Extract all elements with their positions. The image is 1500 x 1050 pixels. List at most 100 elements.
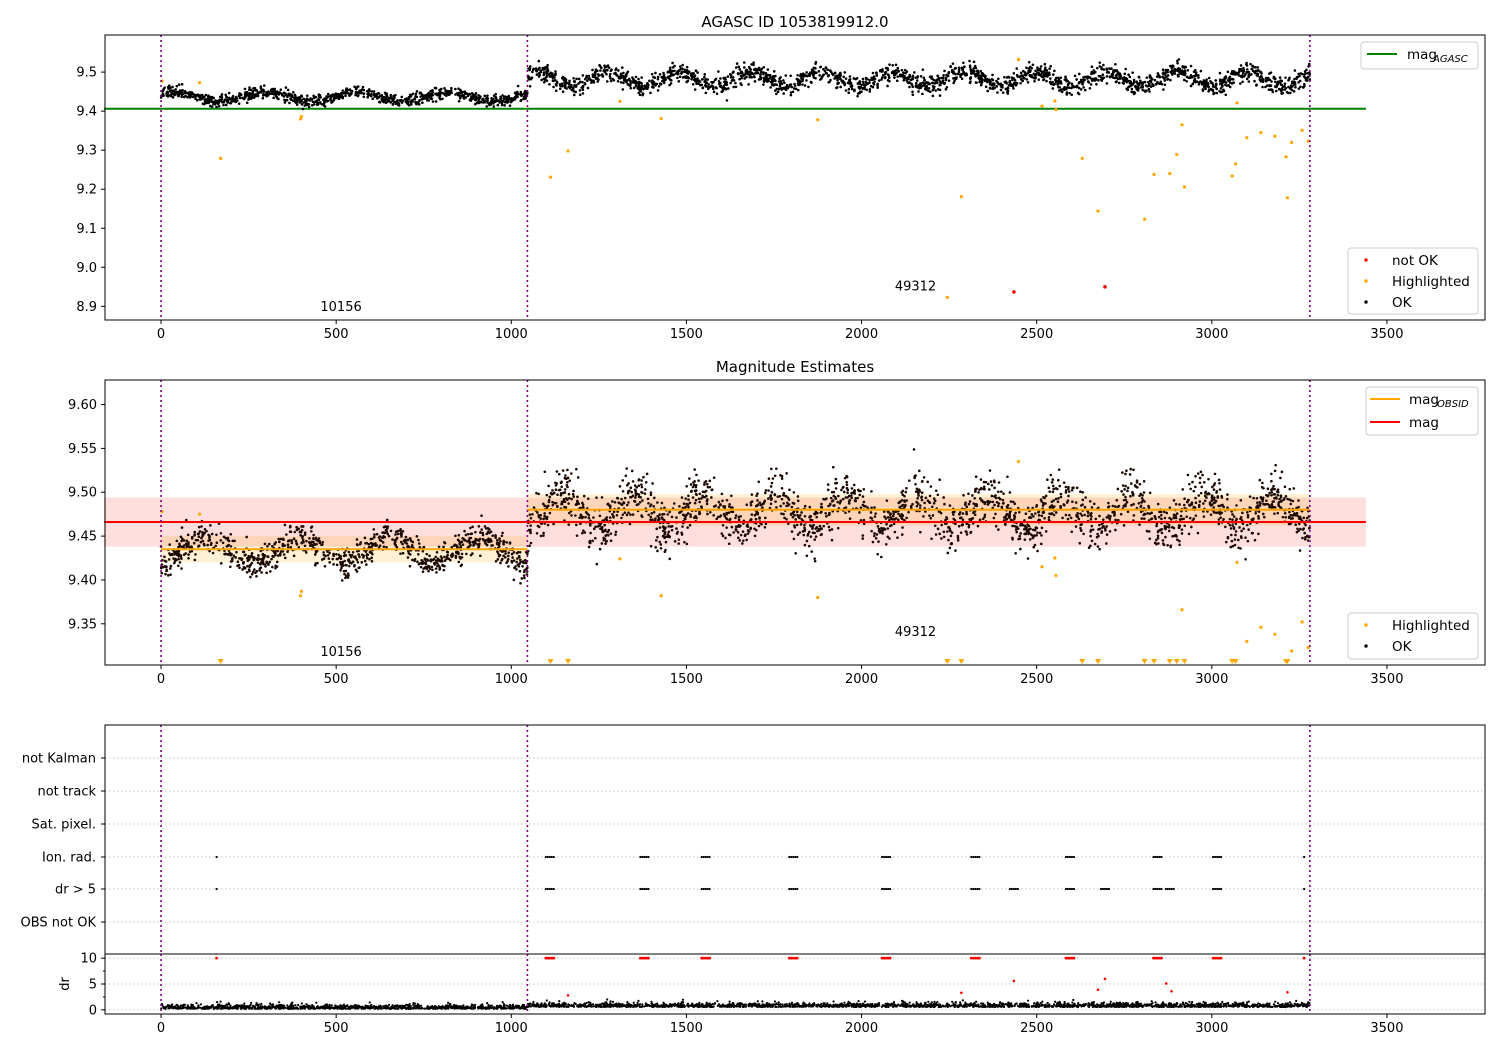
ok-point	[1264, 85, 1267, 89]
ok-point	[1226, 70, 1230, 74]
ok-point	[1033, 79, 1036, 83]
ok-point	[429, 92, 433, 96]
ok-point	[1254, 84, 1258, 87]
ok-point	[792, 537, 796, 541]
ok-point	[417, 538, 420, 542]
ok-point	[947, 70, 951, 74]
ok-point	[897, 70, 900, 73]
ok-point	[575, 523, 578, 527]
ok-point	[1204, 87, 1207, 90]
ok-point	[800, 518, 804, 521]
ok-point	[227, 91, 231, 95]
ok-point	[338, 93, 342, 96]
ok-point	[531, 70, 534, 74]
ok-point	[469, 526, 472, 530]
ok-point	[686, 70, 689, 74]
ok-point	[631, 76, 634, 79]
ok-point	[461, 93, 464, 97]
ok-point	[862, 86, 866, 90]
ok-point	[735, 62, 739, 65]
ok-point	[694, 498, 698, 502]
ok-point	[923, 79, 926, 82]
ok-point	[180, 557, 183, 560]
ok-point	[474, 92, 478, 95]
ok-point	[828, 528, 832, 532]
ok-point	[197, 535, 201, 539]
ok-point	[992, 516, 996, 520]
highlighted-point	[548, 175, 553, 179]
ok-point	[658, 526, 662, 529]
ok-point	[190, 535, 194, 539]
highlighted-point	[1245, 136, 1249, 140]
ok-point	[181, 545, 184, 549]
ok-point	[1009, 500, 1013, 503]
ok-point	[361, 85, 365, 89]
ok-point	[670, 528, 674, 532]
ok-point	[625, 503, 629, 507]
ok-point	[1082, 86, 1085, 89]
ok-point	[572, 76, 575, 80]
ok-point	[928, 514, 931, 517]
ok-point	[914, 81, 918, 85]
ok-point	[688, 477, 691, 480]
ok-point	[323, 97, 327, 101]
ok-point	[262, 555, 266, 559]
ok-point	[707, 83, 711, 86]
ok-point	[1049, 64, 1052, 68]
ok-point	[775, 506, 778, 509]
ok-point	[974, 66, 978, 70]
ok-point	[651, 85, 654, 89]
ok-point	[508, 542, 512, 545]
ok-point	[572, 495, 576, 498]
ok-point	[1019, 71, 1023, 75]
ok-point	[1003, 75, 1006, 79]
ok-point	[904, 490, 908, 494]
ok-point	[687, 494, 690, 498]
ok-point	[1124, 504, 1127, 508]
ok-point	[350, 553, 354, 557]
ok-point	[996, 91, 999, 94]
ok-point	[347, 564, 351, 568]
ok-point	[986, 89, 989, 93]
ok-point	[495, 99, 499, 103]
ok-point	[1079, 529, 1083, 532]
ok-point	[997, 77, 1000, 81]
ok-point	[1278, 76, 1282, 79]
highlighted-point	[566, 149, 570, 153]
ok-point	[1119, 512, 1123, 516]
ok-point	[1280, 92, 1283, 95]
highlighted-point	[1040, 104, 1044, 108]
ok-point	[201, 539, 205, 543]
ok-point	[678, 65, 682, 68]
ok-point	[260, 88, 263, 92]
ok-point	[833, 71, 837, 75]
ok-point	[660, 75, 664, 79]
ok-point	[1175, 512, 1179, 515]
ok-point	[423, 558, 427, 561]
ok-point	[687, 498, 690, 502]
ok-point	[711, 87, 715, 91]
ok-point	[1059, 492, 1063, 496]
ok-point	[1293, 77, 1296, 81]
ok-point	[1280, 79, 1284, 83]
ok-point	[1073, 74, 1077, 78]
ok-point	[167, 87, 170, 90]
ok-point	[424, 94, 428, 98]
ok-point	[1222, 80, 1226, 84]
ok-point	[269, 570, 272, 573]
ok-point	[216, 100, 220, 104]
ok-point	[481, 533, 485, 537]
ok-point	[400, 534, 403, 537]
ok-point	[344, 90, 348, 93]
ok-point	[751, 72, 755, 76]
ok-point	[507, 565, 510, 568]
highlighted-point	[1180, 123, 1184, 127]
y-tick-label: 9.1	[76, 222, 97, 237]
highlighted-point	[1182, 185, 1187, 189]
ok-point	[394, 530, 398, 534]
ok-point	[1032, 76, 1036, 80]
ok-point	[759, 73, 762, 76]
ok-point	[850, 84, 854, 87]
ok-point	[581, 92, 585, 95]
highlighted-point	[816, 118, 820, 122]
